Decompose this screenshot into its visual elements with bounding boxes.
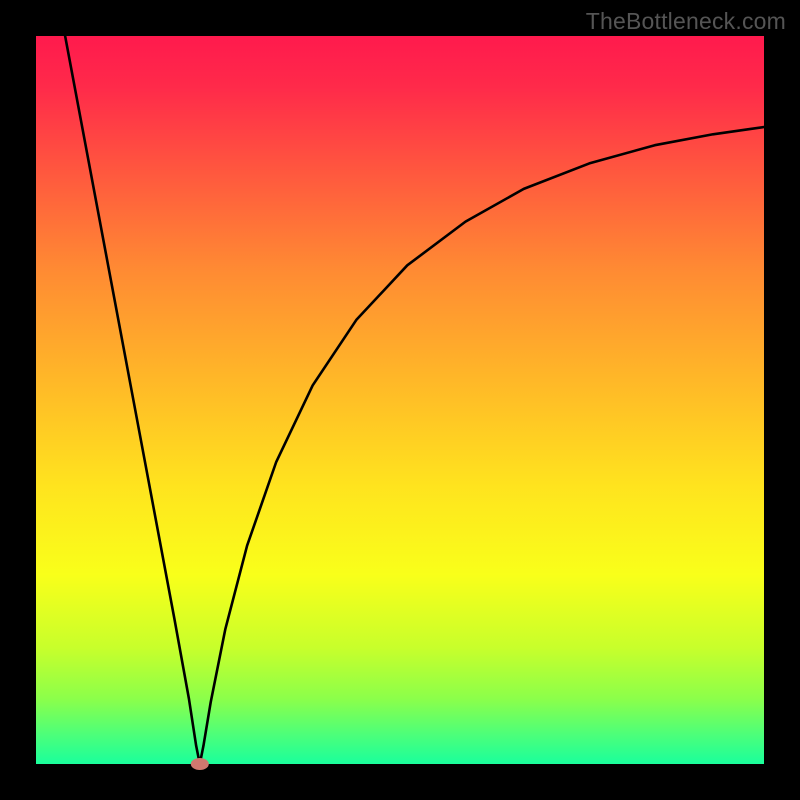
chart-stage: TheBottleneck.com (0, 0, 800, 800)
optimal-point-marker (191, 758, 209, 770)
watermark-text: TheBottleneck.com (586, 8, 786, 35)
bottleneck-chart (0, 0, 800, 800)
